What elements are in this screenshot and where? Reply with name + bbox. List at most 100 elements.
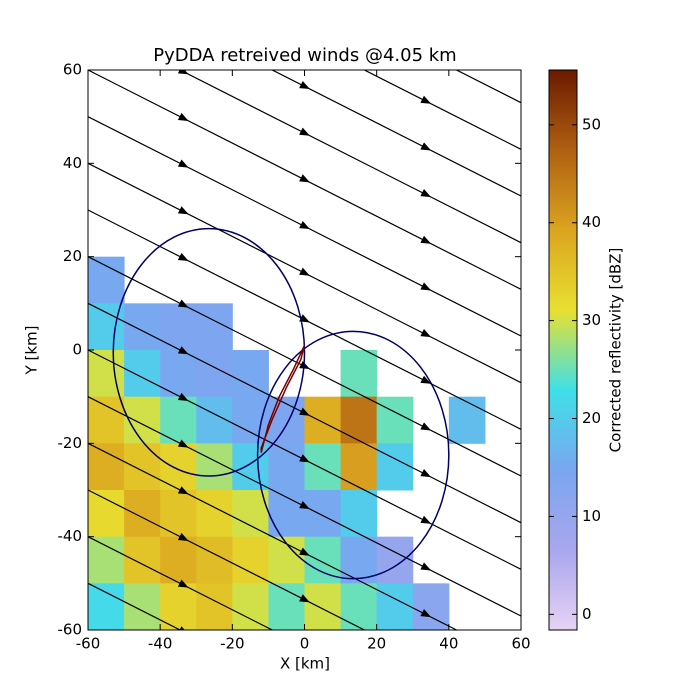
streamline — [270, 70, 521, 197]
streamline-arrow — [420, 142, 432, 151]
x-tick-label: 40 — [439, 635, 458, 653]
colorbar-tick-label: 10 — [582, 507, 601, 525]
reflectivity-cell — [160, 583, 197, 630]
streamline-arrow — [299, 360, 310, 370]
reflectivity-cell — [232, 583, 269, 630]
x-tick-label: 0 — [300, 635, 310, 653]
y-tick-label: -40 — [58, 527, 83, 545]
reflectivity-cell — [124, 583, 161, 630]
reflectivity-cell — [124, 536, 161, 584]
streamline-arrow — [177, 159, 189, 168]
reflectivity-cell — [304, 583, 342, 630]
baseline-lens — [260, 345, 306, 453]
streamline — [88, 536, 274, 630]
x-tick-label: 60 — [511, 635, 530, 653]
streamline-arrow — [420, 95, 432, 104]
streamline-arrow — [177, 206, 189, 215]
reflectivity-cell — [340, 443, 378, 491]
reflectivity-cell — [160, 490, 197, 538]
streamline — [363, 70, 521, 150]
streamline-arrow — [177, 252, 189, 261]
colorbar-tick-label: 0 — [582, 605, 592, 623]
reflectivity-cell — [340, 396, 378, 444]
radar-lobe — [112, 227, 306, 477]
reflectivity-cell — [124, 350, 161, 398]
x-tick-label: -60 — [76, 635, 101, 653]
reflectivity-cell — [160, 396, 197, 444]
streamline-arrow — [420, 282, 432, 291]
reflectivity-cell — [340, 490, 378, 538]
streamline-arrow — [299, 407, 310, 416]
streamline-arrow — [177, 346, 189, 355]
reflectivity-cell — [304, 443, 342, 491]
reflectivity-cell — [124, 443, 161, 491]
reflectivity-cell — [340, 350, 378, 398]
reflectivity-cell — [88, 443, 125, 491]
reflectivity-cell — [160, 303, 197, 351]
plot-area — [88, 20, 521, 668]
reflectivity-cell — [376, 396, 414, 444]
streamline-arrow — [177, 532, 189, 541]
streamline-arrow — [420, 656, 433, 668]
streamline-arrow — [420, 329, 432, 338]
streamline-arrow — [299, 594, 310, 603]
reflectivity-cell — [232, 396, 269, 444]
x-tick-label: -20 — [220, 635, 245, 653]
streamline-arrow — [299, 500, 310, 510]
reflectivity-cell — [232, 443, 269, 491]
x-tick-label: -40 — [148, 635, 173, 653]
reflectivity-cell — [160, 350, 197, 398]
radar-lobe — [256, 330, 450, 580]
streamline — [88, 582, 182, 630]
y-axis-label: Y [km] — [23, 326, 41, 376]
streamline-arrow — [177, 626, 189, 630]
reflectivity-cell — [124, 303, 161, 351]
streamline-arrow — [177, 486, 189, 495]
reflectivity-cell — [376, 583, 414, 630]
reflectivity-cell — [88, 256, 125, 304]
reflectivity-cell — [160, 443, 197, 491]
colorbar — [548, 69, 578, 631]
streamline-arrow — [299, 547, 310, 556]
reflectivity-cell — [412, 583, 450, 630]
y-tick-label: 60 — [63, 61, 82, 79]
reflectivity-cell — [376, 443, 414, 491]
colorbar-tick-label: 50 — [582, 115, 601, 133]
streamline-arrow — [299, 267, 310, 276]
streamline-arrow — [299, 174, 310, 183]
reflectivity-cell — [304, 490, 342, 538]
x-tick-label: 20 — [367, 635, 386, 653]
y-tick-label: 0 — [72, 341, 82, 359]
streamline-arrow — [178, 20, 191, 32]
streamline-arrow — [177, 299, 189, 308]
streamline-arrow — [420, 562, 432, 571]
reflectivity-cell — [124, 490, 161, 538]
y-tick-label: 20 — [63, 247, 82, 265]
reflectivity-cell — [88, 536, 125, 584]
colorbar-tick-label: 20 — [582, 409, 601, 427]
reflectivity-cell — [88, 490, 125, 538]
streamline-arrow — [420, 609, 432, 618]
colorbar-label: Corrected reflectivity [dBZ] — [607, 248, 625, 453]
streamline-arrow — [420, 235, 432, 244]
streamline-arrow — [177, 112, 189, 121]
y-tick-label: -20 — [58, 434, 83, 452]
reflectivity-cell — [340, 583, 378, 630]
streamline-arrow — [299, 454, 310, 463]
streamline-arrow — [420, 189, 432, 198]
reflectivity-cell — [304, 396, 342, 444]
chart-title: PyDDA retreived winds @4.05 km — [153, 45, 456, 66]
reflectivity-cell — [160, 536, 197, 584]
streamline-arrow — [299, 80, 310, 90]
colorbar-tick-label: 40 — [582, 213, 601, 231]
streamline-arrow — [420, 469, 432, 478]
reflectivity-cell — [88, 583, 125, 630]
x-axis-label: X [km] — [280, 655, 330, 673]
reflectivity-cell — [88, 350, 125, 398]
streamline-arrow — [177, 392, 189, 401]
reflectivity-cell — [88, 396, 125, 444]
y-tick-label: 40 — [63, 154, 82, 172]
streamline-arrow — [420, 375, 432, 384]
colorbar-tick-label: 30 — [582, 311, 601, 329]
